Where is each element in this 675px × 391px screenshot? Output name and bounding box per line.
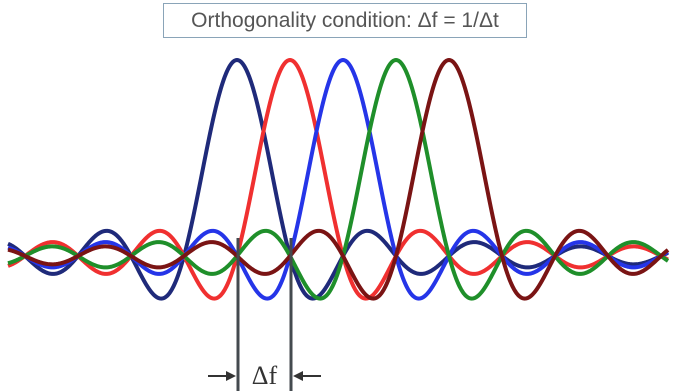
right-arrow-head [293, 371, 303, 381]
subcarrier-curve-5 [7, 58, 670, 301]
orthogonality-condition-title: Orthogonality condition: Δf = 1/Δt [163, 3, 527, 38]
subcarrier-curve-4 [7, 58, 670, 301]
delta-f-marker: Δf [208, 238, 321, 391]
delta-f-label: Δf [252, 361, 278, 390]
left-arrow-head [226, 371, 236, 381]
subcarrier-curves [7, 58, 670, 301]
